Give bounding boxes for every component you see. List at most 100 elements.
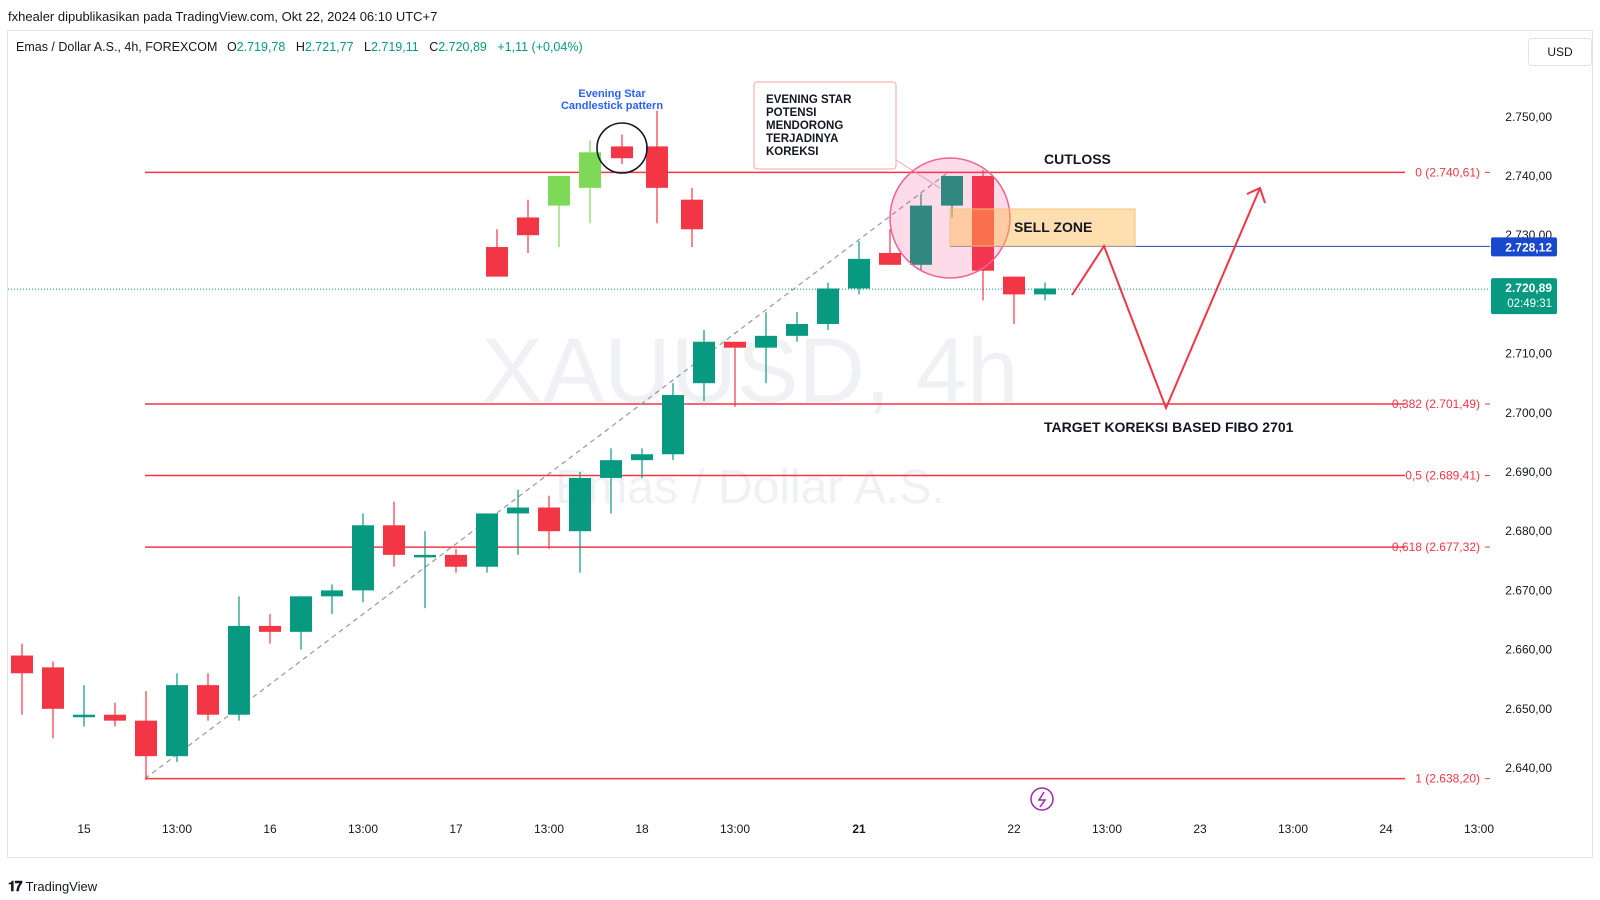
candle [538,507,560,532]
candle [290,596,312,632]
x-tick-label: 17 [449,822,463,836]
callout-text: POTENSI [766,107,816,119]
callout-text: EVENING STAR [766,94,852,106]
candle [755,335,777,348]
callout-text: TERJADINYA [766,133,838,145]
lightning-glyph [1037,791,1047,808]
candle [414,554,436,558]
sell-zone-box [949,208,1136,247]
watermark: XAUUSD, 4h Emas / Dollar A.S. [482,320,1019,514]
callout-box [753,81,897,170]
pattern-candle [579,152,601,188]
candle [42,667,64,709]
current-price-tag-label: 2.720,89 [1505,281,1552,295]
candle [724,341,746,348]
fib-label: 0,5 (2.689,41) [1405,468,1480,482]
evening-star-title: Evening Star [578,88,646,100]
y-tick-label: 2.740,00 [1505,169,1552,183]
close-value: 2.720,89 [438,40,487,54]
x-tick-label: 23 [1193,822,1207,836]
trend-line [144,171,949,780]
change-value: +1,11 (+0,04%) [497,40,583,54]
fib-layer: 0 (2.740,61) 0,382 (2.701,49) 0,5 (2.689,4… [145,165,1490,786]
candle [321,590,343,597]
countdown-label: 02:49:31 [1507,298,1552,310]
tradingview-logo[interactable]: 𝟏𝟕 [8,878,23,894]
low-key: L [364,40,371,54]
candle [848,258,870,289]
low-value: 2.719,11 [370,40,419,54]
x-tick-label: 13:00 [1278,822,1308,836]
projection-arrowhead [1246,186,1266,204]
candle-layer [11,110,1056,780]
high-key: H [295,40,305,54]
publisher-line: fxhealer dipublikasikan pada TradingView… [8,9,438,24]
candle [1003,276,1025,295]
x-axis[interactable]: 15 13:00 16 13:00 17 13:00 18 13:00 21 22 13:00 23 1… [77,822,1494,836]
pattern-candle [611,146,633,159]
candle [631,454,653,461]
projection-path [1071,187,1261,411]
candle [817,288,839,324]
current-price-tag [1491,278,1557,315]
footer: 𝟏𝟕 TradingView [8,878,97,895]
symbol-legend: Emas / Dollar A.S., 4h, FOREXCOM O 2.719,… [16,40,590,54]
open-key: O [226,40,237,54]
evening-star-circle [596,122,648,174]
candle [352,525,374,591]
x-tick-label: 21 [852,822,866,836]
candle [569,477,591,532]
candle [166,685,188,757]
candle [197,685,219,715]
y-tick-label: 2.650,00 [1505,702,1552,716]
callout-text: MENDORONG [766,120,843,132]
candle [941,176,963,206]
pattern-candle [646,146,668,188]
candle [476,513,498,567]
sell-zone-label: SELL ZONE [1014,219,1092,235]
x-tick-label: 24 [1379,822,1393,836]
price-line-tag [1491,237,1557,257]
candle [662,395,684,455]
candle [445,554,467,567]
fib-label: 0 (2.740,61) [1415,165,1480,179]
x-tick-label: 13:00 [534,822,564,836]
x-tick-label: 13:00 [162,822,192,836]
y-tick-label: 2.710,00 [1505,347,1552,361]
x-tick-label: 13:00 [720,822,750,836]
candle [11,655,33,674]
pattern-candle [486,247,508,277]
fib-label: 0,382 (2.701,49) [1392,397,1480,411]
candle [693,341,715,384]
y-tick-label: 2.680,00 [1505,524,1552,538]
candle [600,460,622,478]
x-tick-label: 22 [1007,822,1021,836]
symbol-name[interactable]: Emas / Dollar A.S., 4h, FOREXCOM [16,40,218,54]
candle [1034,288,1056,295]
evening-star-subtitle: Candlestick pattern [561,100,663,112]
x-tick-label: 16 [263,822,277,836]
callout-text: KOREKSI [766,146,818,158]
candle [104,714,126,721]
candle [972,176,994,271]
pattern-candle [517,217,539,236]
fib-label: 1 (2.638,20) [1415,772,1480,786]
candle [879,252,901,265]
brand-name[interactable]: TradingView [25,879,98,894]
currency-button[interactable]: USD [1528,38,1592,66]
y-tick-label: 2.700,00 [1505,406,1552,420]
callout-pointer [895,159,941,189]
candle [135,720,157,757]
chart-frame [7,30,1593,858]
candle [910,205,932,265]
y-axis[interactable]: 2.640,00 2.650,00 2.660,00 2.670,00 2.680,00… [1491,110,1557,775]
cutloss-label: CUTLOSS [1044,151,1111,167]
candle [383,525,405,555]
pattern-candle [548,176,570,206]
candle [786,324,808,336]
price-line-tag-label: 2.728,12 [1505,240,1552,254]
x-tick-label: 13:00 [1092,822,1122,836]
x-tick-label: 15 [77,822,91,836]
